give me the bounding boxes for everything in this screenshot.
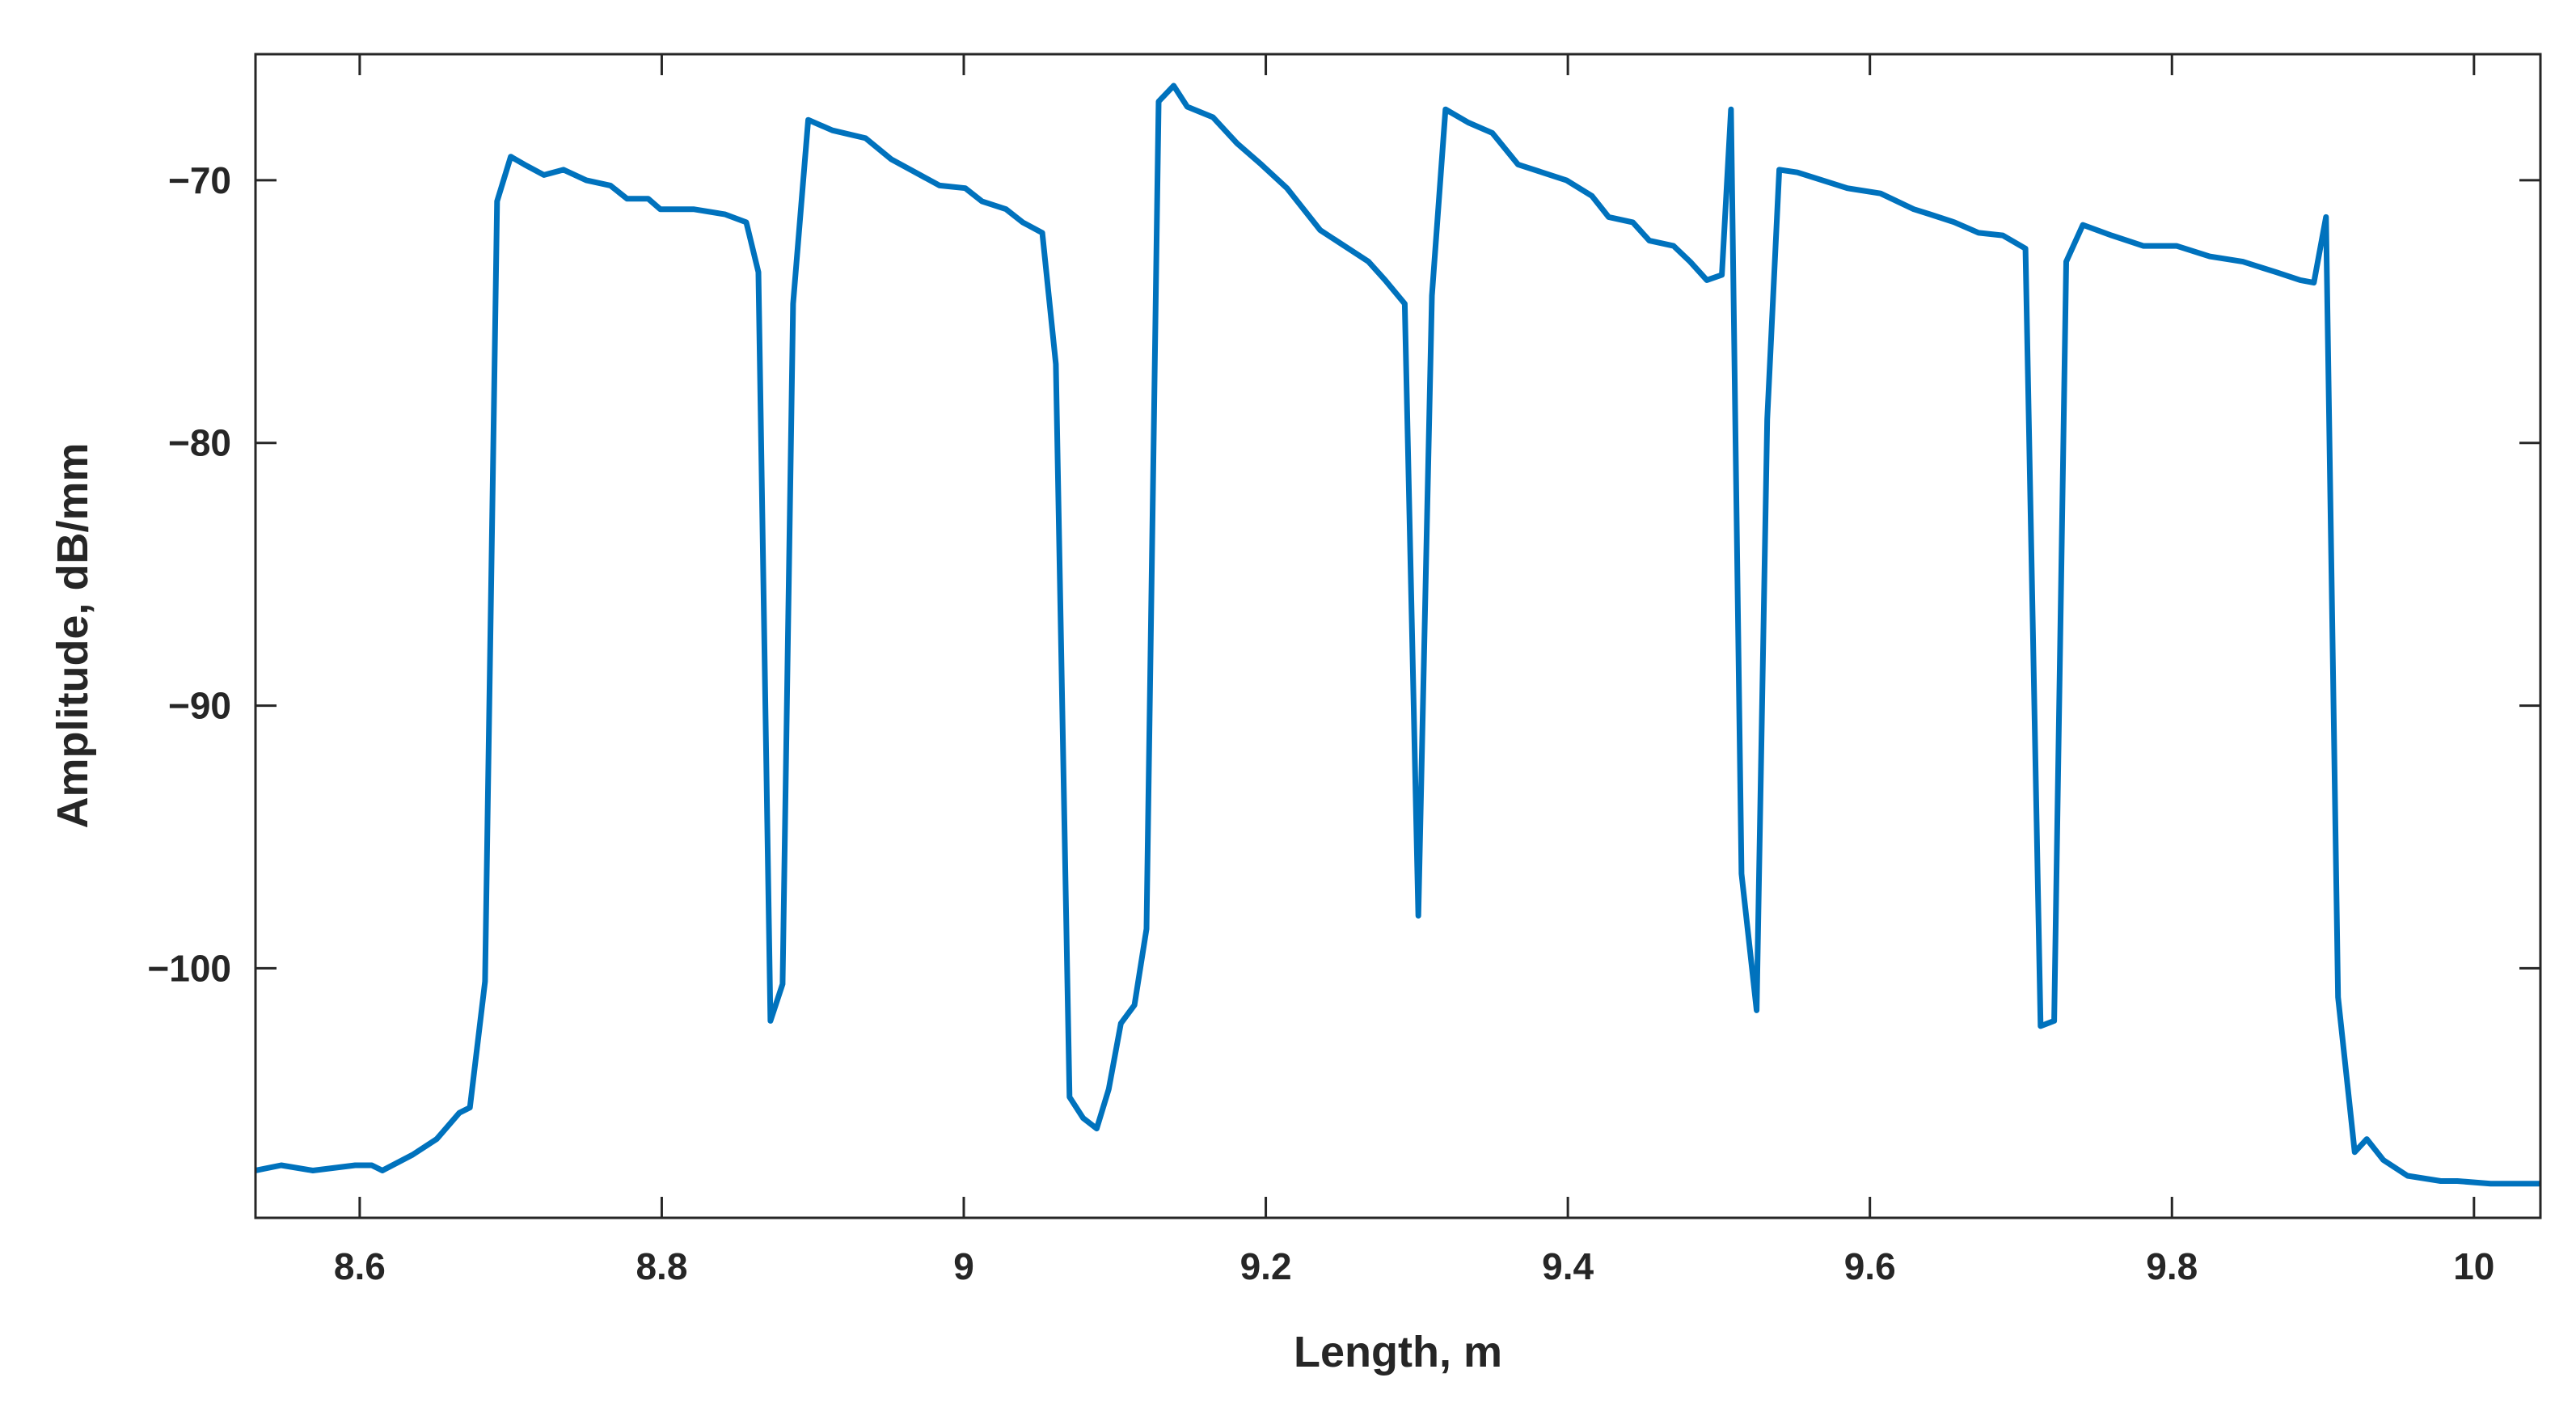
plot-frame [254, 53, 2542, 1219]
x-tick-label: 9 [953, 1245, 974, 1287]
y-tick-label: −90 [168, 685, 231, 727]
x-tick-label: 8.6 [334, 1245, 386, 1287]
x-tick-label: 9.2 [1240, 1245, 1292, 1287]
y-tick-label: −70 [168, 159, 231, 201]
y-tick-label: −80 [168, 422, 231, 464]
y-axis-label: Amplitude, dB/mm [49, 442, 97, 828]
x-tick-label: 9.4 [1542, 1245, 1594, 1287]
y-tick-label: −100 [147, 947, 231, 989]
x-tick-label: 9.6 [1844, 1245, 1896, 1287]
x-axis-label: Length, m [1294, 1328, 1502, 1376]
x-tick-label: 10 [2453, 1245, 2494, 1287]
x-tick-label: 8.8 [636, 1245, 687, 1287]
data-line [255, 82, 2540, 1187]
x-tick-label: 9.8 [2146, 1245, 2198, 1287]
